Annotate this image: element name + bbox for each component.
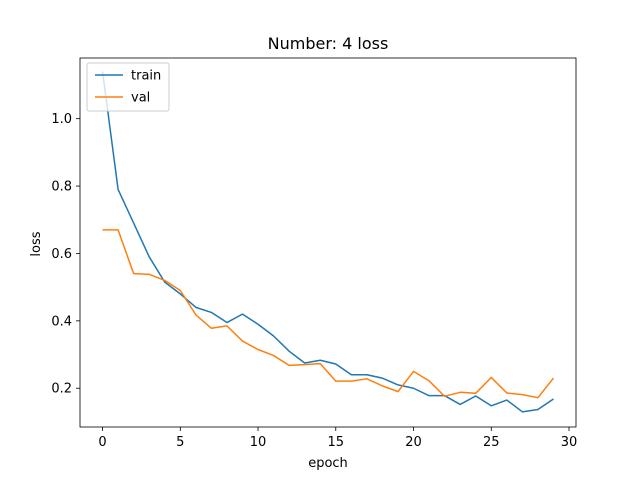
y-axis-label: loss xyxy=(29,231,44,256)
x-tick-label: 5 xyxy=(176,435,184,450)
x-tick-label: 25 xyxy=(483,435,500,450)
axes-frame xyxy=(79,57,577,428)
x-tick-label: 30 xyxy=(561,435,578,450)
y-tick-label: 1.0 xyxy=(51,112,72,127)
x-axis-label: epoch xyxy=(308,456,348,471)
x-tick-label: 15 xyxy=(328,435,345,450)
legend-label-val: val xyxy=(131,91,150,106)
plot-area: 0 5 10 15 20 25 30 0.2 0.4 0.6 0.8 1.0 xyxy=(51,57,578,450)
x-tick-label: 20 xyxy=(405,435,422,450)
legend: train val xyxy=(86,62,170,112)
x-tick-label: 0 xyxy=(98,435,106,450)
y-tick-label: 0.4 xyxy=(51,314,72,329)
x-tick-label: 10 xyxy=(250,435,267,450)
legend-label-train: train xyxy=(131,69,161,84)
y-tick-label: 0.8 xyxy=(51,180,72,195)
series-line-val xyxy=(102,229,555,399)
y-tick-label: 0.2 xyxy=(51,382,72,397)
chart-title: Number: 4 loss xyxy=(268,34,389,53)
series-line-train xyxy=(101,71,554,413)
y-tick-label: 0.6 xyxy=(51,247,72,262)
